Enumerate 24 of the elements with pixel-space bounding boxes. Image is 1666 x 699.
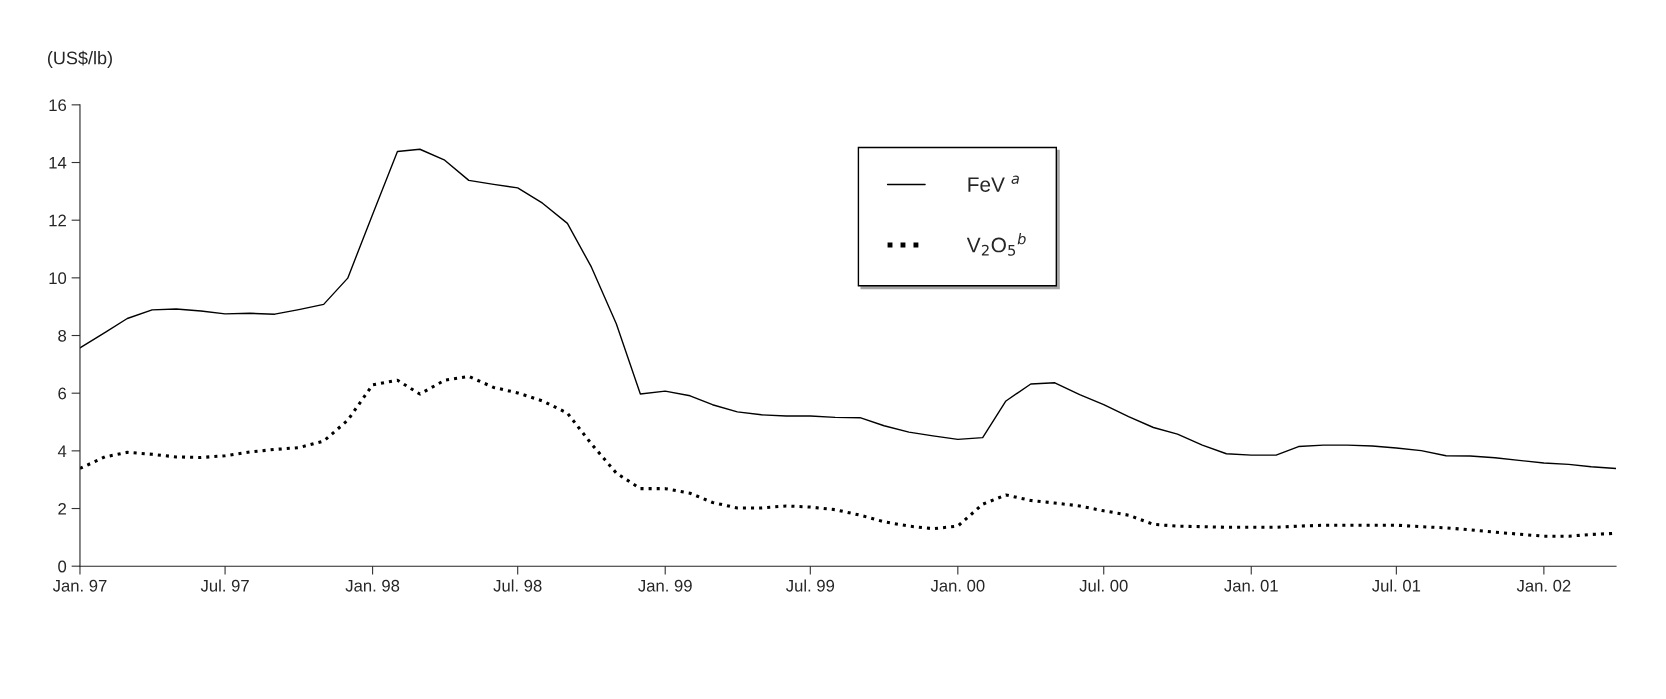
y-tick-label: 10: [49, 272, 67, 285]
x-tick-label: Jan. 98: [345, 579, 400, 592]
y-tick-label: 8: [58, 329, 67, 342]
y-tick-label: 4: [57, 445, 67, 457]
y-tick-label: 14: [49, 157, 67, 169]
y-axis-title: (US$/lb): [47, 50, 112, 68]
y-tick-label: 12: [49, 214, 66, 227]
legend-label: FeV $^{a}$: [968, 175, 1019, 192]
y-tick-label: 2: [58, 502, 66, 515]
x-tick-label: Jan. 01: [1224, 579, 1278, 592]
x-tick-label: Jul. 98: [493, 579, 542, 592]
x-tick-label: Jul. 99: [786, 579, 835, 592]
x-tick-label: Jan. 99: [638, 579, 692, 592]
y-tick-label: 16: [49, 99, 67, 112]
y-tick-label: 0: [58, 560, 67, 573]
legend-label: V$_{2}$O$_{5}$$^{b}$: [966, 233, 1026, 256]
x-tick-label: Jul. 00: [1079, 579, 1128, 592]
y-tick-label: 6: [58, 387, 67, 400]
x-tick-label: Jan. 02: [1516, 579, 1571, 592]
x-tick-label: Jul. 01: [1372, 579, 1421, 592]
x-tick-label: Jan. 00: [930, 579, 985, 592]
x-tick-label: Jan. 97: [52, 579, 107, 592]
line-series: [79, 148, 1617, 470]
x-tick-label: Jul. 97: [200, 579, 249, 592]
